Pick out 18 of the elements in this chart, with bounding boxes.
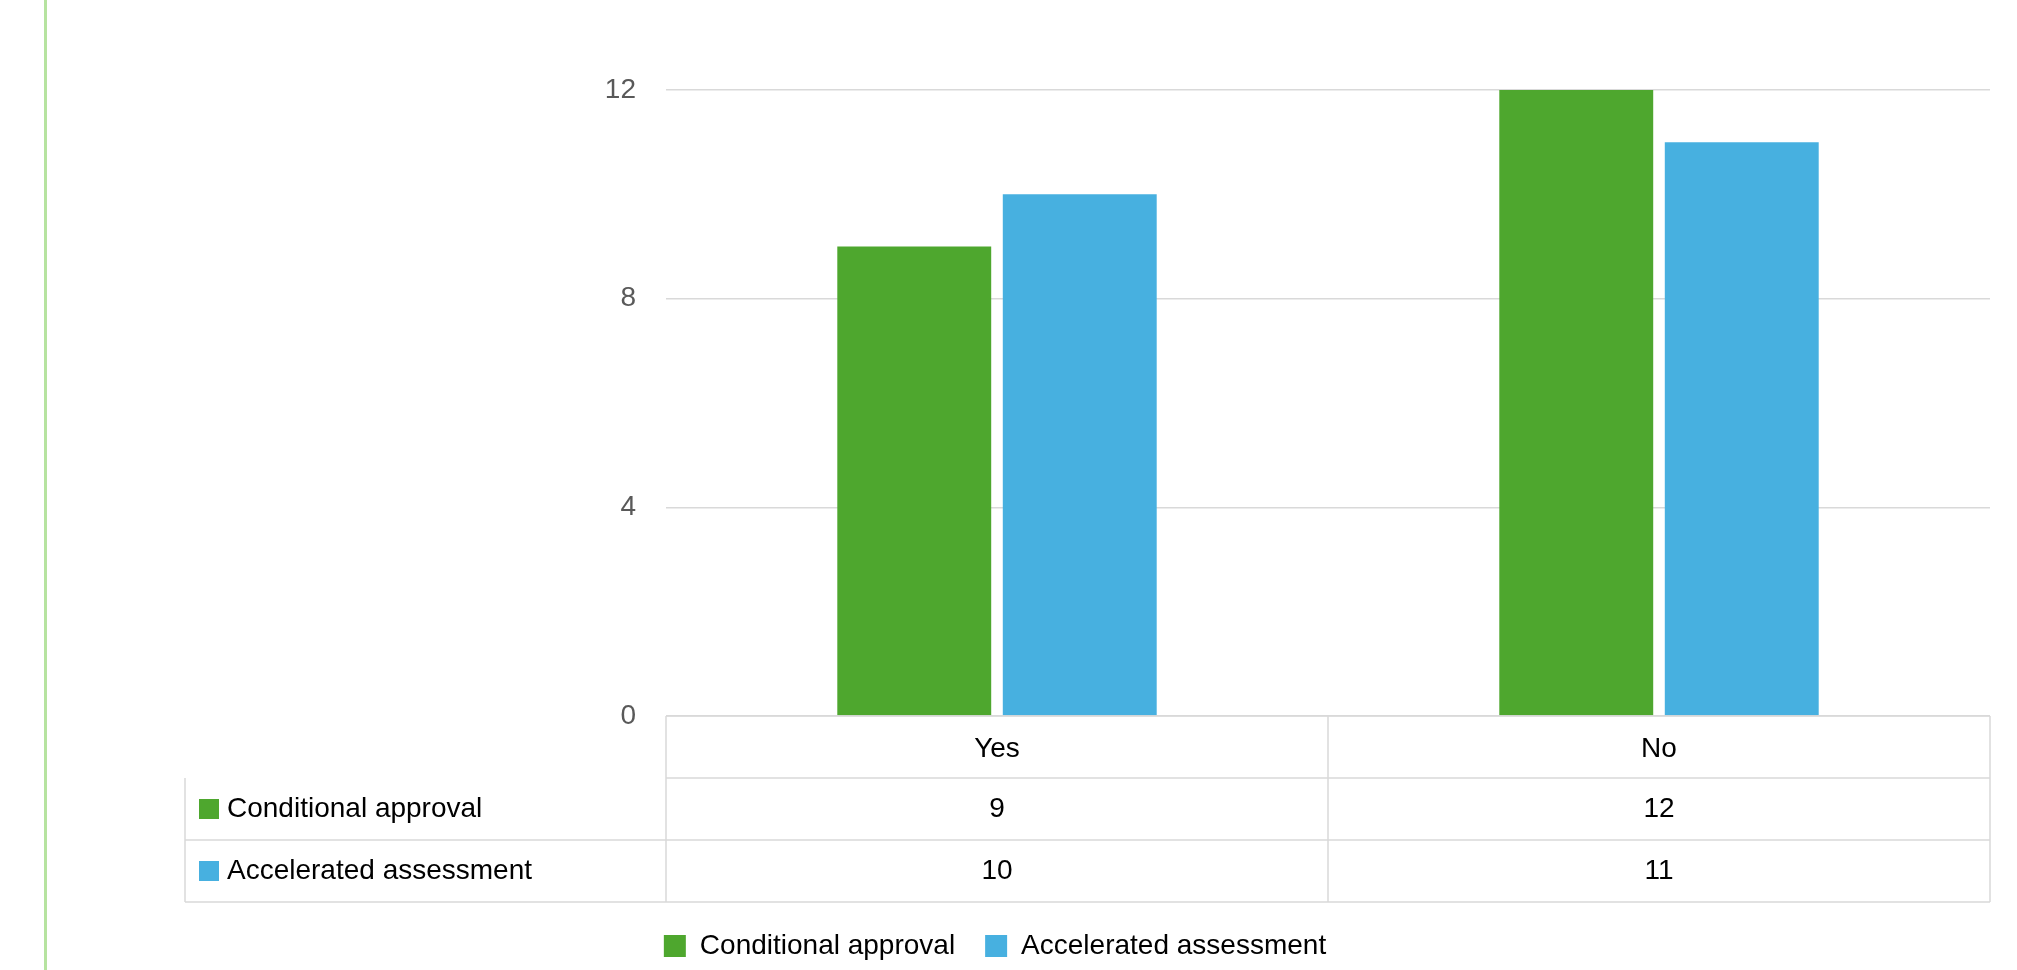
y-tick-label: 4	[620, 490, 636, 522]
y-tick-label: 8	[620, 281, 636, 313]
x-tick-label: No	[1641, 731, 1677, 763]
data-label: 12	[1643, 791, 1675, 823]
y-tick-label: 12	[604, 72, 636, 104]
data-label: 11	[1644, 853, 1674, 885]
text: Conditional approval	[227, 791, 483, 823]
bar	[837, 246, 992, 716]
bar	[1002, 194, 1157, 716]
data-label: 9	[989, 791, 1005, 823]
data-label: 10	[981, 853, 1013, 885]
x-tick-label: Yes	[974, 731, 1020, 763]
legend-label: Accelerated assessment	[1021, 928, 1327, 960]
bar	[1664, 142, 1819, 716]
bar	[1499, 90, 1654, 716]
text: Accelerated assessment	[227, 853, 533, 885]
legend-label: Conditional approval	[699, 928, 956, 960]
y-tick-label: 0	[620, 698, 636, 730]
